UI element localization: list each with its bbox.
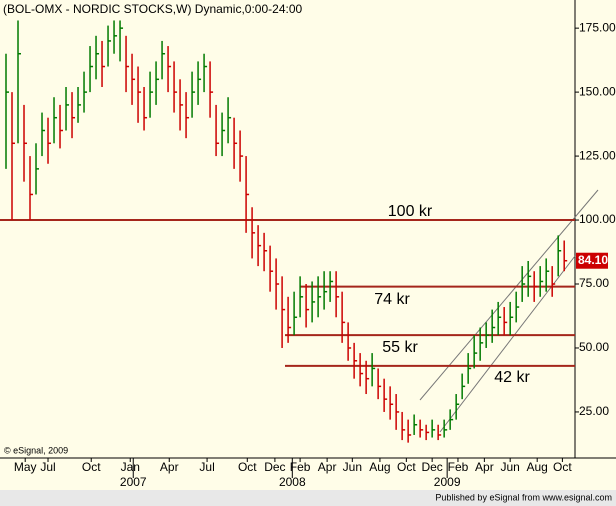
last-price-box [576, 252, 608, 269]
x-tick-label: Apr [318, 460, 337, 474]
copyright: © eSignal, 2009 [4, 445, 68, 455]
last-price-label: 84.10 [578, 253, 608, 267]
x-tick-label: Feb [448, 460, 469, 474]
year-label: 2009 [434, 475, 461, 489]
x-tick-label: Jun [343, 460, 362, 474]
chart-title: (BOL-OMX - NORDIC STOCKS,W) Dynamic,0:00… [3, 2, 303, 16]
y-tick-label: 50.00 [579, 340, 609, 354]
y-tick-label: 25.00 [579, 404, 609, 418]
x-tick-label: Jul [40, 460, 55, 474]
x-tick-label: Oct [397, 460, 416, 474]
x-tick-label: Jun [500, 460, 519, 474]
x-tick-label: Feb [290, 460, 311, 474]
x-tick-label: Apr [475, 460, 494, 474]
x-tick-label: Dec [421, 460, 442, 474]
level-label: 74 kr [374, 291, 410, 308]
level-label: 55 kr [382, 339, 418, 356]
y-tick-label: 75.00 [579, 276, 609, 290]
y-tick-label: 175.00 [579, 20, 616, 34]
x-tick-label: Oct [82, 460, 101, 474]
x-tick-label: Dec [264, 460, 285, 474]
level-label: 100 kr [388, 203, 433, 220]
y-tick-label: 125.00 [579, 148, 616, 162]
background [0, 0, 616, 490]
x-tick-label: Jan [121, 460, 140, 474]
level-label: 42 kr [494, 369, 530, 386]
y-tick-label: 150.00 [579, 84, 616, 98]
x-tick-label: Jul [199, 460, 214, 474]
year-label: 2007 [120, 475, 147, 489]
year-label: 2008 [279, 475, 306, 489]
x-tick-label: Aug [369, 460, 390, 474]
footer-bar [0, 490, 616, 506]
footer: Published by eSignal from www.esignal.co… [435, 492, 612, 502]
x-tick-label: Oct [553, 460, 572, 474]
x-tick-label: Apr [160, 460, 179, 474]
x-tick-label: Aug [527, 460, 548, 474]
x-tick-label: Oct [238, 460, 257, 474]
y-tick-label: 100.00 [579, 212, 616, 226]
x-tick-label: May [14, 460, 37, 474]
